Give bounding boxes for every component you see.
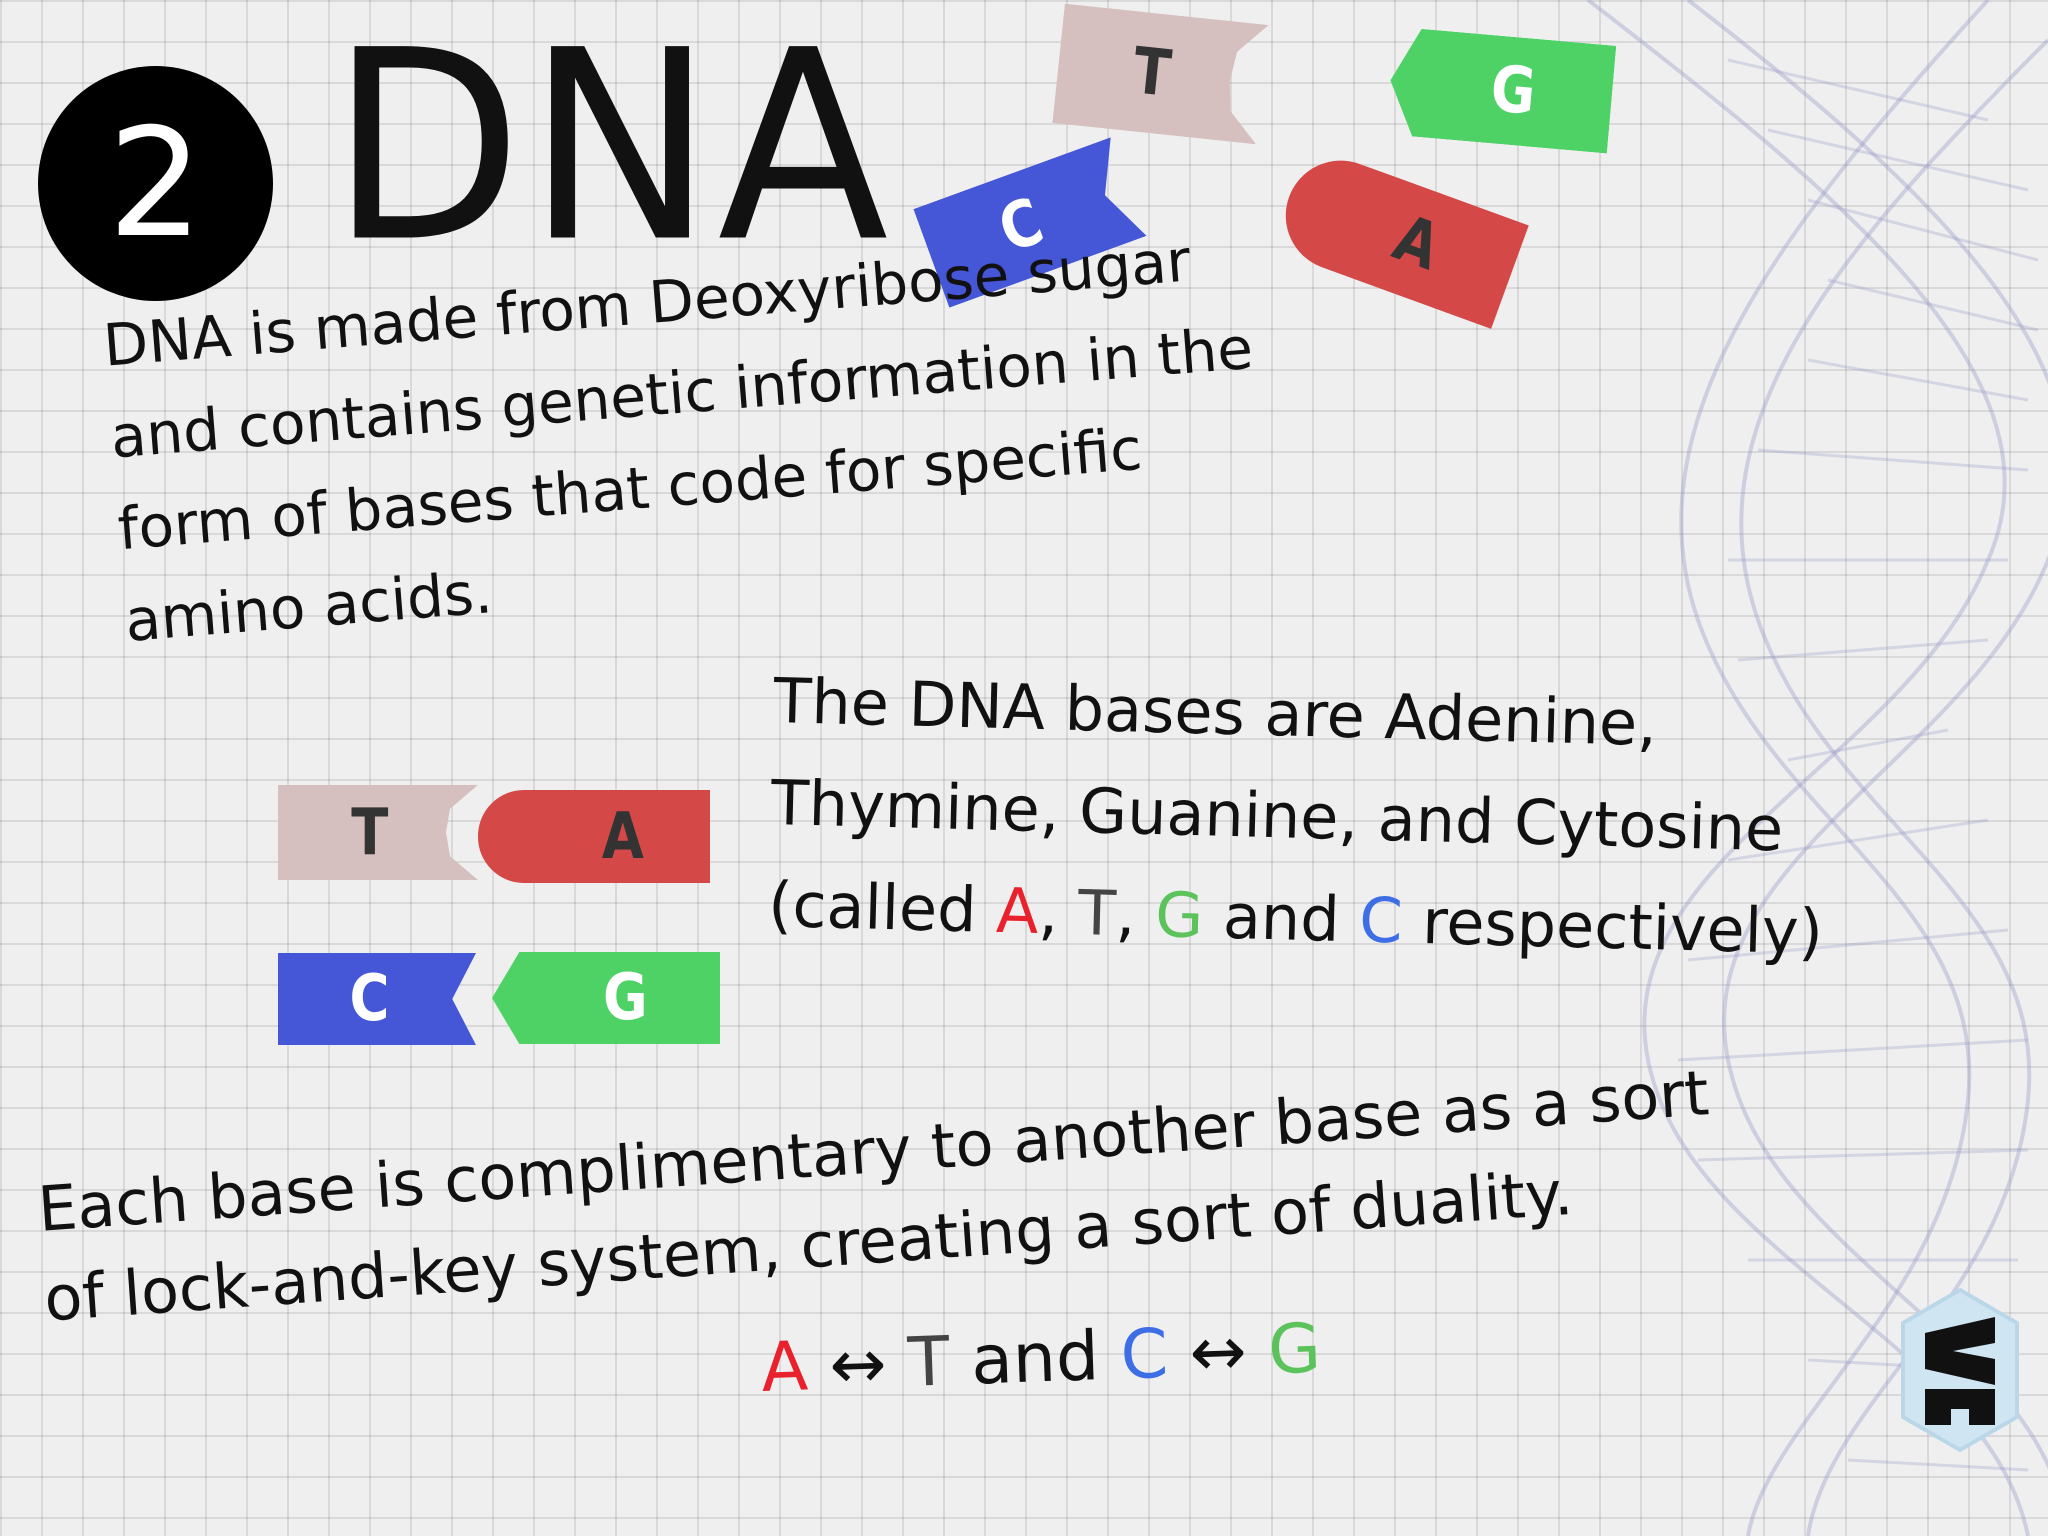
base-tag-thymine: T — [278, 785, 478, 880]
base-tag-cytosine: C — [278, 953, 476, 1045]
tag-letter: T — [1129, 34, 1175, 112]
tag-letter: G — [1488, 52, 1540, 130]
letter-a: A — [995, 873, 1040, 948]
base-tag-thymine-top: T — [1052, 4, 1268, 145]
intro-paragraph: DNA is made from Deoxyribose sugar and c… — [100, 210, 1271, 667]
page-title: DNA — [330, 0, 893, 300]
base-pairing-line: A ↔ T and C ↔ G — [759, 1309, 1323, 1408]
bases-line-3-prefix: (called — [767, 867, 998, 947]
brand-logo-icon — [1901, 1287, 2019, 1453]
base-tag-guanine: G — [492, 952, 720, 1044]
letter-c: C — [1358, 883, 1404, 958]
tag-letter: G — [603, 961, 649, 1035]
pair-arrow: ↔ — [1166, 1311, 1270, 1394]
letter-g: G — [1154, 878, 1205, 953]
pair-arrow: ↔ — [806, 1323, 910, 1407]
separator: , — [1037, 875, 1079, 950]
base-tag-guanine-top: G — [1386, 27, 1617, 154]
tag-letter: A — [1384, 201, 1450, 286]
separator: , — [1114, 877, 1157, 952]
base-tag-adenine: A — [478, 790, 710, 883]
tag-letter: A — [602, 799, 645, 874]
pair-letter-t: T — [906, 1322, 951, 1403]
dna-helix-decoration-icon — [1586, 0, 2048, 1536]
and-word: and — [1202, 879, 1361, 957]
pair-letter-g: G — [1266, 1309, 1323, 1391]
letter-t: T — [1077, 876, 1117, 951]
pair-letter-c: C — [1119, 1314, 1170, 1396]
pair-and-word: and — [948, 1316, 1122, 1402]
tag-letter: C — [349, 962, 390, 1036]
tag-letter: T — [351, 795, 389, 870]
bases-line-3-suffix: respectively) — [1401, 884, 1824, 969]
step-number-badge: 2 — [38, 66, 273, 301]
pair-letter-a: A — [759, 1327, 810, 1408]
bases-paragraph: The DNA bases are Adenine, Thymine, Guan… — [767, 650, 1829, 984]
